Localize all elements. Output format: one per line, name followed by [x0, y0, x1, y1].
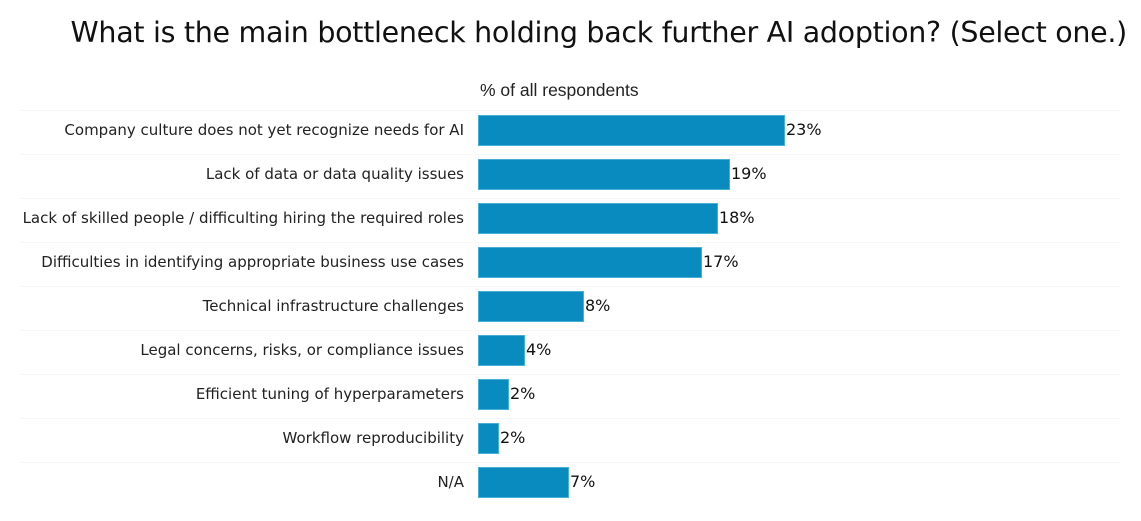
row-divider: [20, 242, 1120, 243]
bar: [478, 335, 525, 366]
value-label: 8%: [585, 296, 611, 315]
value-label: 7%: [570, 472, 596, 491]
bar-row: Company culture does not yet recognize n…: [0, 110, 1141, 154]
row-divider: [20, 110, 1120, 111]
category-label: N/A: [437, 473, 464, 491]
value-label: 18%: [719, 208, 755, 227]
bar: [478, 115, 785, 146]
bar: [478, 159, 730, 190]
row-divider: [20, 330, 1120, 331]
category-label: Lack of data or data quality issues: [205, 165, 464, 183]
bar: [478, 423, 499, 454]
category-label: Difficulties in identifying appropriate …: [41, 253, 464, 271]
value-label: 2%: [510, 384, 536, 403]
bar-row: Lack of skilled people / difficulting hi…: [0, 198, 1141, 242]
bar: [478, 203, 718, 234]
bar: [478, 467, 569, 498]
chart-title: What is the main bottleneck holding back…: [70, 16, 1128, 49]
bar-row: Difficulties in identifying appropriate …: [0, 242, 1141, 286]
bar-row: N/A 7%: [0, 462, 1141, 506]
bar-row: Legal concerns, risks, or compliance iss…: [0, 330, 1141, 374]
row-divider: [20, 462, 1120, 463]
bar-row: Technical infrastructure challenges 8%: [0, 286, 1141, 330]
value-label: 19%: [731, 164, 767, 183]
row-divider: [20, 374, 1120, 375]
category-label: Technical infrastructure challenges: [202, 297, 464, 315]
value-label: 23%: [786, 120, 822, 139]
category-label: Company culture does not yet recognize n…: [64, 121, 464, 139]
value-label: 17%: [703, 252, 739, 271]
bar-row: Efficient tuning of hyperparameters 2%: [0, 374, 1141, 418]
category-label: Lack of skilled people / difficulting hi…: [22, 209, 464, 227]
category-label: Legal concerns, risks, or compliance iss…: [140, 341, 464, 359]
value-label: 2%: [500, 428, 526, 447]
axis-subtitle: % of all respondents: [480, 80, 639, 100]
row-divider: [20, 198, 1120, 199]
row-divider: [20, 154, 1120, 155]
bar: [478, 247, 702, 278]
bar: [478, 291, 584, 322]
bar: [478, 379, 509, 410]
category-label: Workflow reproducibility: [282, 429, 464, 447]
row-divider: [20, 286, 1120, 287]
bar-row: Lack of data or data quality issues 19%: [0, 154, 1141, 198]
bar-row: Workflow reproducibility 2%: [0, 418, 1141, 462]
value-label: 4%: [526, 340, 552, 359]
category-label: Efficient tuning of hyperparameters: [195, 385, 464, 403]
row-divider: [20, 418, 1120, 419]
